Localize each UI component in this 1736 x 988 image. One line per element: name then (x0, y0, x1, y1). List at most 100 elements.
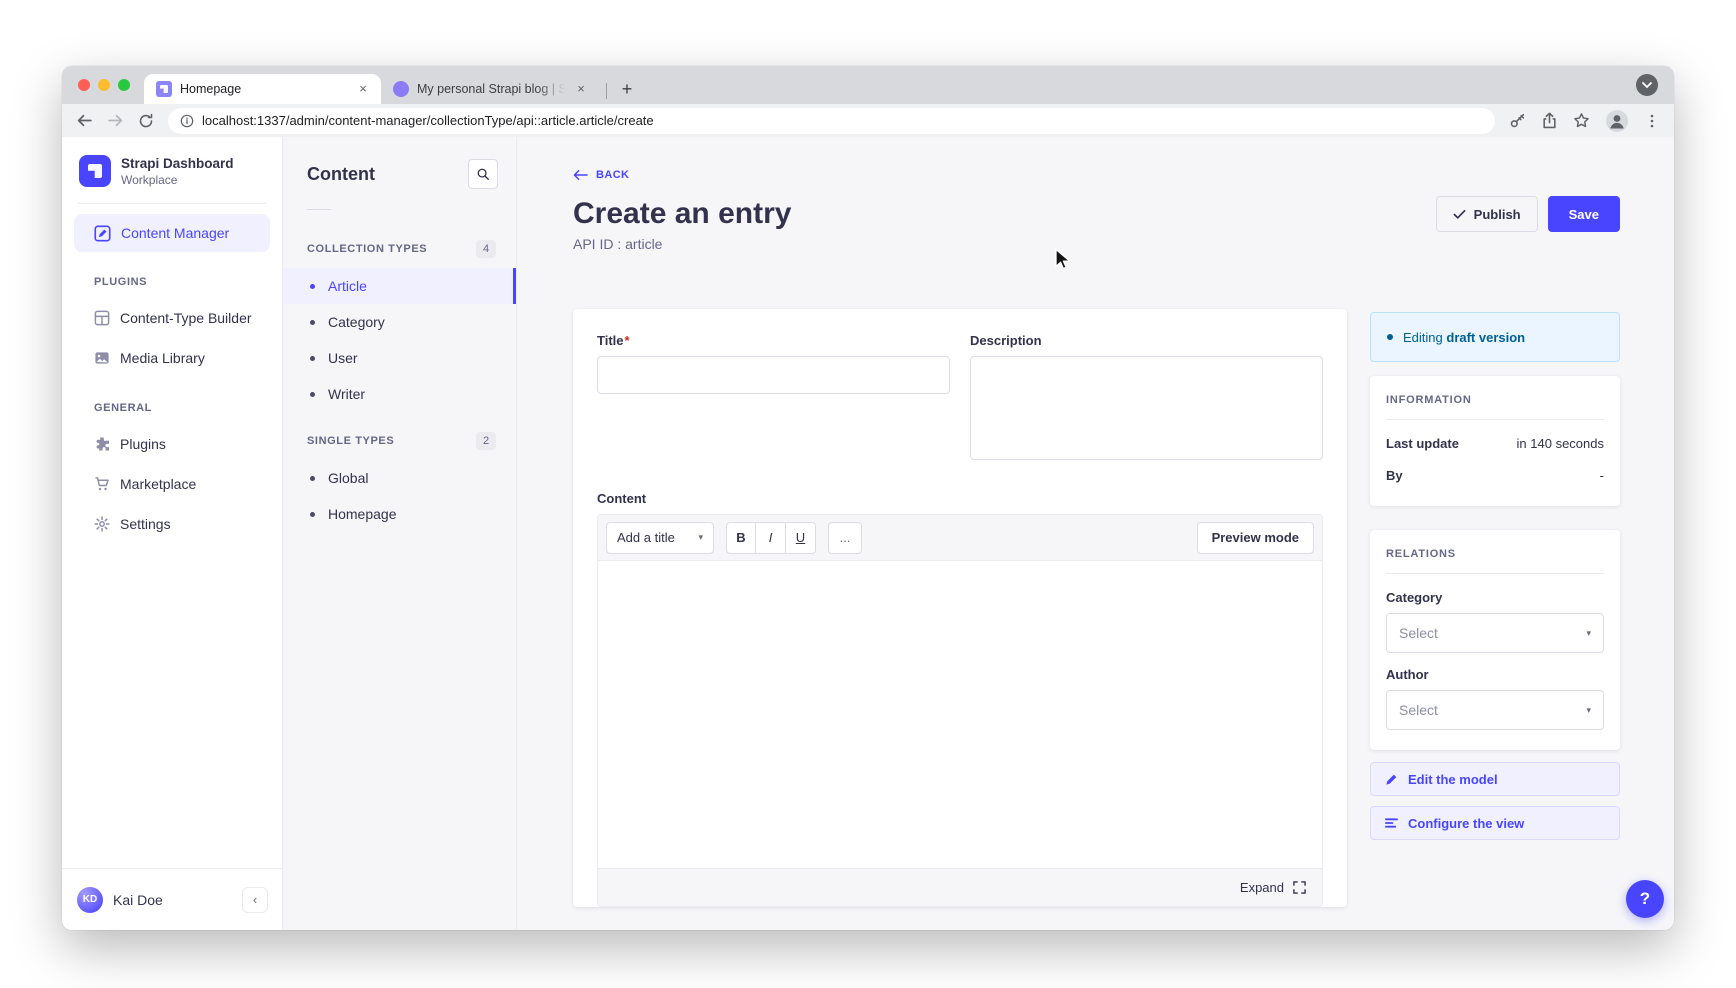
sidebar-section-plugins: PLUGINS (94, 276, 148, 288)
description-input[interactable] (970, 356, 1323, 460)
zoom-window-button[interactable] (118, 79, 130, 91)
divider (1386, 419, 1604, 420)
save-button[interactable]: Save (1547, 196, 1620, 232)
sidebar-item-content-manager[interactable]: Content Manager (74, 214, 270, 252)
chevron-down-icon: ▾ (1586, 704, 1591, 715)
puzzle-icon (94, 436, 110, 452)
single-type-label: Global (328, 470, 369, 486)
edit-model-button[interactable]: Edit the model (1370, 762, 1620, 796)
underline-button[interactable]: U (786, 521, 816, 554)
password-key-icon[interactable] (1509, 112, 1526, 129)
strapi-favicon-icon (156, 81, 172, 97)
address-bar[interactable]: localhost:1337/admin/content-manager/col… (168, 107, 1495, 134)
divider (78, 203, 266, 204)
collection-types-count: 4 (476, 240, 496, 258)
italic-button[interactable]: I (756, 521, 786, 554)
gear-icon (94, 516, 110, 532)
sidebar-item-plugins[interactable]: Plugins (62, 424, 282, 464)
minimize-window-button[interactable] (98, 79, 110, 91)
more-formatting-button[interactable]: ... (828, 521, 862, 554)
tab-homepage[interactable]: Homepage × (144, 74, 381, 104)
sidebar-item-writer[interactable]: Writer (283, 376, 516, 412)
sidebar-item-label: Media Library (120, 350, 205, 366)
entry-side-panel: Editing draft version INFORMATION Last u… (1370, 309, 1620, 840)
divider (307, 209, 331, 210)
help-button[interactable]: ? (1626, 880, 1664, 918)
back-link[interactable]: BACK (573, 169, 629, 181)
new-tab-button[interactable]: + (621, 78, 633, 99)
sidebar-item-global[interactable]: Global (283, 460, 516, 496)
category-select[interactable]: Select ▾ (1386, 613, 1604, 653)
search-tabs-button[interactable] (1636, 74, 1658, 96)
profile-avatar-icon[interactable] (1605, 109, 1629, 133)
content-sidebar-title: Content (307, 163, 375, 184)
media-library-icon (94, 350, 110, 366)
collection-types-header: COLLECTION TYPES (307, 243, 428, 255)
information-card: INFORMATION Last update in 140 seconds B… (1370, 376, 1620, 506)
author-select-value: Select (1399, 702, 1438, 718)
bullet-icon (310, 319, 315, 325)
required-mark: * (624, 333, 630, 348)
menu-dots-icon[interactable] (1644, 113, 1660, 129)
workspace-brand[interactable]: Strapi Dashboard Workplace (62, 137, 282, 203)
heading-select-value: Add a title (617, 530, 675, 545)
close-window-button[interactable] (78, 79, 90, 91)
info-row-last-update: Last update in 140 seconds (1386, 436, 1604, 451)
publish-button[interactable]: Publish (1435, 196, 1538, 232)
single-type-label: Homepage (328, 506, 397, 522)
bookmark-star-icon[interactable] (1573, 112, 1590, 129)
draft-status-banner: Editing draft version (1370, 312, 1620, 362)
sidebar-item-label: Settings (120, 516, 171, 532)
configure-view-button[interactable]: Configure the view (1370, 806, 1620, 840)
bullet-icon (310, 283, 315, 289)
status-dot-icon (1387, 334, 1393, 340)
content-textarea[interactable] (598, 561, 1322, 868)
preview-mode-button[interactable]: Preview mode (1196, 521, 1314, 554)
bullet-icon (310, 355, 315, 361)
site-info-icon[interactable] (180, 114, 194, 128)
sidebar-item-homepage[interactable]: Homepage (283, 496, 516, 532)
content-sidebar: Content COLLECTION TYPES 4 Article Categ… (283, 137, 517, 930)
workspace-subtitle: Workplace (121, 172, 178, 187)
sidebar-item-content-type-builder[interactable]: Content-Type Builder (62, 298, 282, 338)
user-avatar[interactable]: KD (77, 886, 103, 913)
category-select-value: Select (1399, 625, 1438, 641)
heading-select[interactable]: Add a title ▾ (606, 521, 714, 554)
edit-model-label: Edit the model (1408, 771, 1498, 787)
sidebar-item-label: Plugins (120, 436, 166, 452)
api-id-subtitle: API ID : article (573, 236, 663, 252)
expand-icon[interactable] (1293, 881, 1306, 894)
content-manager-icon (94, 224, 111, 242)
bold-button[interactable]: B (726, 521, 756, 554)
info-row-by: By - (1386, 468, 1604, 483)
share-icon[interactable] (1541, 112, 1558, 129)
close-icon[interactable]: × (577, 81, 585, 96)
title-input[interactable] (597, 356, 950, 394)
relations-card: RELATIONS Category Select ▾ Author Selec… (1370, 530, 1620, 750)
search-button[interactable] (468, 159, 498, 189)
close-icon[interactable]: × (359, 81, 367, 96)
strapi-logo (79, 155, 111, 187)
forward-icon[interactable] (107, 112, 124, 129)
back-label: BACK (596, 169, 630, 181)
sidebar-item-settings[interactable]: Settings (62, 504, 282, 544)
single-types-header: SINGLE TYPES (307, 435, 395, 447)
workspace-title: Strapi Dashboard (121, 155, 234, 171)
tab-strapi-blog[interactable]: My personal Strapi blog | Strap × (381, 74, 599, 104)
expand-label: Expand (1239, 880, 1284, 895)
page-title: Create an entry (573, 197, 792, 230)
window-controls[interactable] (78, 79, 130, 91)
sidebar-item-category[interactable]: Category (283, 304, 516, 340)
author-select[interactable]: Select ▾ (1386, 690, 1604, 730)
sidebar-item-marketplace[interactable]: Marketplace (62, 464, 282, 504)
collapse-sidebar-button[interactable]: ‹ (242, 886, 268, 913)
sidebar-item-article[interactable]: Article (283, 268, 516, 304)
back-icon[interactable] (76, 112, 93, 129)
browser-toolbar: localhost:1337/admin/content-manager/col… (62, 104, 1674, 137)
content-type-builder-icon (94, 310, 110, 326)
sidebar-item-media-library[interactable]: Media Library (62, 338, 282, 378)
sidebar-item-user[interactable]: User (283, 340, 516, 376)
reload-icon[interactable] (138, 113, 154, 129)
publish-label: Publish (1473, 206, 1521, 222)
cart-icon (94, 476, 110, 492)
